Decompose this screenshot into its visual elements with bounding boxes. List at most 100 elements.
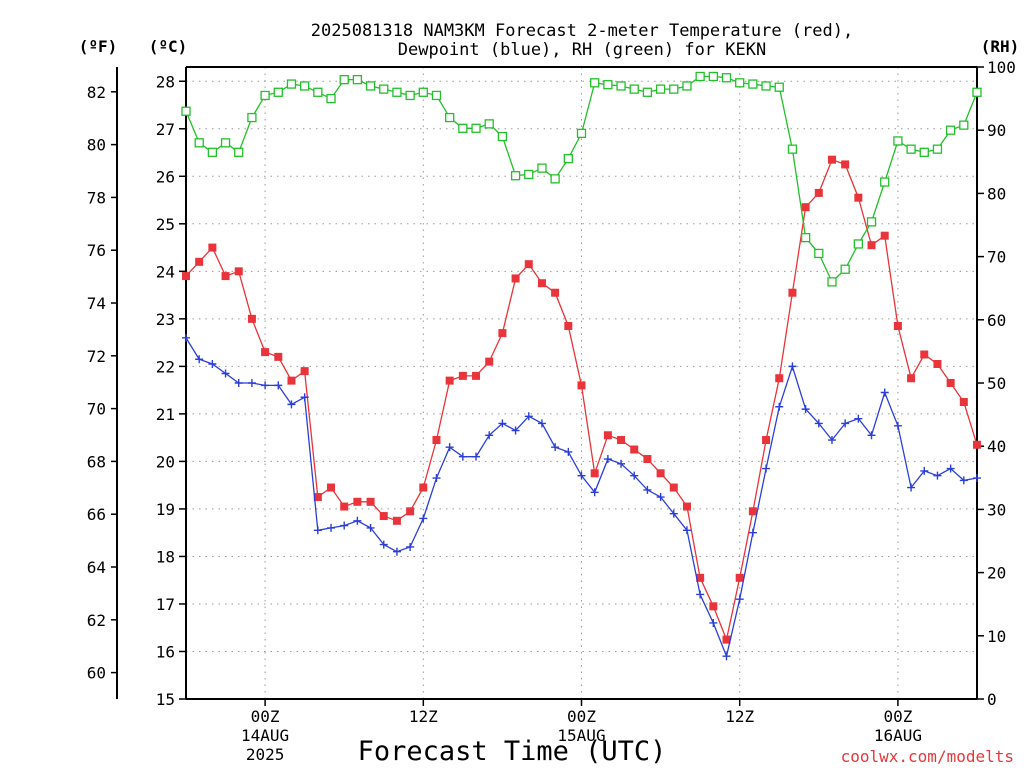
rh-point	[853, 239, 863, 249]
rh-tick-label: 60	[987, 311, 1006, 330]
rh-point	[471, 123, 481, 133]
rh-point	[418, 87, 428, 97]
dewpoint-point	[327, 523, 336, 532]
x-tick-label: 12Z	[409, 707, 438, 726]
rh-point	[576, 128, 587, 139]
temperature-point	[419, 483, 428, 492]
x-tick-date: 14AUG	[241, 726, 289, 745]
temperature-point	[841, 160, 850, 169]
c-tick-label: 16	[156, 642, 175, 661]
temperature-point	[617, 436, 626, 445]
temperature-point	[406, 507, 415, 516]
rh-point	[537, 163, 547, 173]
dewpoint-point	[854, 414, 863, 423]
temperature-point	[814, 188, 823, 197]
temperature-point	[722, 635, 731, 644]
celsius-axis-ticks: 15 16 17 18 19 20 21 22 23 24 25 26 27 28	[156, 72, 186, 709]
rh-point	[800, 232, 811, 243]
dewpoint-point	[419, 514, 428, 523]
temperature-point	[788, 288, 797, 297]
dewpoint-point	[432, 474, 441, 483]
temperature-point	[537, 279, 546, 288]
f-tick-label: 80	[87, 136, 106, 155]
temperature-point	[472, 371, 481, 380]
rh-point	[669, 84, 679, 94]
rh-tick-label: 100	[987, 58, 1016, 77]
temperature-point	[748, 507, 757, 516]
rh-point	[708, 71, 718, 82]
temperature-point	[577, 381, 586, 390]
rh-tick-label: 0	[987, 690, 997, 709]
dewpoint-point	[366, 523, 375, 532]
rh-point	[563, 153, 573, 164]
dewpoint-point	[537, 419, 546, 428]
temperature-point	[709, 602, 718, 611]
rh-point	[181, 106, 191, 116]
rh-point	[880, 177, 890, 187]
rh-point	[299, 81, 310, 91]
c-tick-label: 25	[156, 215, 175, 234]
temperature-point	[353, 497, 362, 506]
rh-point	[761, 81, 771, 91]
dewpoint-point	[841, 419, 850, 428]
rh-tick-label: 30	[987, 500, 1006, 519]
dewpoint-point	[630, 471, 639, 480]
dewpoint-point	[221, 369, 230, 378]
c-tick-label: 23	[156, 310, 175, 329]
rh-point	[260, 90, 270, 101]
temperature-point	[287, 376, 296, 385]
temperature-point	[379, 512, 388, 521]
rh-point	[814, 248, 824, 259]
rh-point	[339, 74, 349, 85]
rh-point	[721, 73, 732, 83]
f-tick-label: 76	[87, 241, 106, 260]
f-tick-label: 74	[87, 294, 106, 313]
chart-title-line1: 2025081318 NAM3KM Forecast 2-meter Tempe…	[311, 21, 853, 41]
rh-point	[827, 277, 837, 287]
dewpoint-point	[287, 400, 296, 409]
dewpoint-point	[643, 485, 652, 494]
temperature-point	[498, 329, 507, 338]
dewpoint-point	[564, 447, 573, 456]
dewpoint-point	[340, 521, 349, 530]
rh-point	[510, 171, 521, 181]
dewpoint-point	[353, 516, 362, 525]
dewpoint-point	[313, 526, 322, 535]
temperature-point	[920, 350, 929, 359]
rh-point	[405, 90, 415, 101]
dewpoint-point	[775, 402, 784, 411]
dewpoint-point	[182, 333, 190, 342]
dewpoint-point	[722, 652, 731, 661]
temperature-point	[261, 348, 270, 357]
rh-point	[735, 78, 745, 88]
rh-point	[365, 81, 376, 91]
dewpoint-point	[511, 426, 520, 435]
dewpoint-point	[748, 528, 757, 537]
rh-point	[919, 147, 929, 157]
rh-tick-label: 50	[987, 374, 1006, 393]
temperature-point	[432, 436, 441, 445]
x-tick-label: 00Z	[567, 707, 596, 726]
temperature-point	[458, 371, 467, 380]
rh-point	[945, 125, 956, 135]
dewpoint-point	[669, 509, 678, 518]
dewpoint-point	[656, 493, 665, 502]
rh-point	[445, 112, 455, 123]
x-axis-label: Forecast Time (UTC)	[358, 736, 667, 767]
rh-point	[748, 79, 758, 89]
temperature-point	[669, 483, 678, 492]
rh-tick-label: 80	[987, 184, 1006, 203]
rh-point	[550, 174, 560, 184]
chart-title-line2: Dewpoint (blue), RH (green) for KEKN	[398, 40, 766, 60]
dewpoint-point	[195, 355, 204, 364]
temperature-point	[564, 321, 573, 330]
rh-point	[787, 144, 798, 154]
temperature-point	[327, 483, 336, 492]
rh-point	[220, 138, 231, 148]
dewpoint-point	[379, 540, 388, 549]
f-tick-label: 68	[87, 452, 106, 471]
rh-point	[642, 87, 653, 97]
temperature-point	[775, 374, 784, 383]
